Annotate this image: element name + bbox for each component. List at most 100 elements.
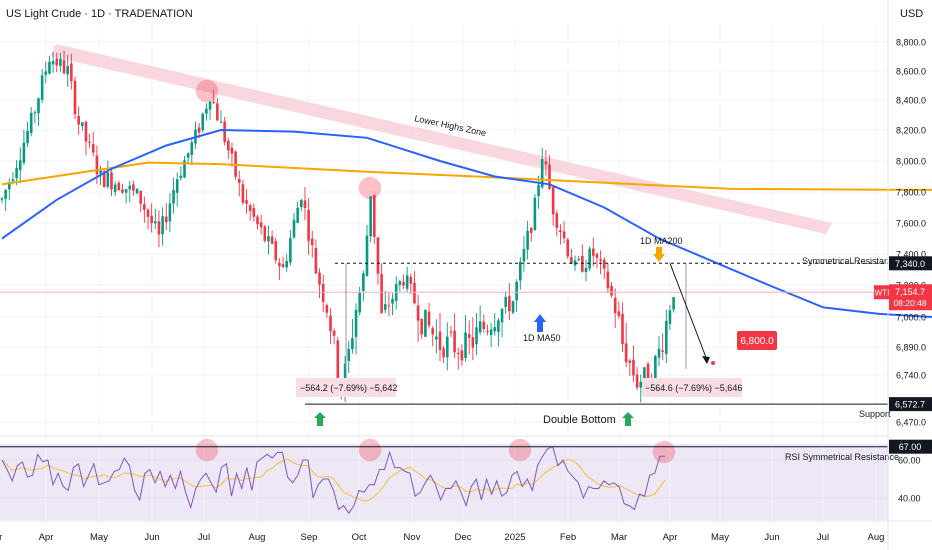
candle-body [639, 381, 643, 388]
candle-body [599, 259, 602, 261]
candle-body [329, 315, 332, 332]
rsi-line [1, 446, 665, 515]
candle-body [216, 103, 219, 121]
candle-body [358, 292, 361, 313]
candle-body [592, 248, 595, 256]
candle-body [442, 348, 445, 358]
candle-body [113, 184, 117, 193]
candle-body [270, 236, 274, 244]
time-tick-label: Jul [817, 532, 829, 543]
candle-body [321, 283, 325, 303]
candle-body [245, 200, 248, 204]
candle-body [59, 58, 62, 66]
candle-body [106, 172, 110, 187]
candle-body [398, 281, 402, 286]
annotations-layer: −564.2 (−7.69%) −5,642 −564.6 (−7.69%) −5… [0, 79, 899, 464]
candle-body [537, 184, 540, 196]
chart-title: US Light Crude · 1D · TRADENATION [6, 8, 193, 20]
candle-body [4, 189, 7, 199]
candle-body [632, 359, 635, 376]
rsi-tick-label: 60.00 [898, 456, 921, 466]
candle-body [427, 311, 431, 326]
candle-body [0, 198, 4, 200]
candle-body [617, 311, 621, 317]
candle-body [310, 238, 314, 246]
time-tick-label: Sep [301, 532, 318, 543]
candle-body [420, 318, 424, 335]
candle-body [624, 343, 628, 363]
candle-body [610, 285, 613, 296]
candle-body [99, 169, 102, 174]
lower-highs-zone [50, 44, 832, 234]
rsi-moving-average [1, 458, 666, 502]
candle-body [289, 238, 292, 263]
candle-body [588, 248, 591, 269]
candle-body [351, 338, 354, 350]
symmetrical-resistance-label: Symmetrical Resistance [802, 256, 899, 266]
candle-body [121, 189, 124, 193]
highlight-circle [358, 438, 382, 462]
candle-body [453, 330, 456, 353]
target-dot [711, 361, 715, 365]
candle-body [526, 230, 529, 250]
candle-body [519, 262, 522, 281]
target-badge [737, 331, 777, 350]
candle-body [511, 301, 515, 313]
candle-body [508, 296, 511, 312]
price-tag-symbol-bg [874, 285, 890, 300]
candle-body [201, 113, 205, 131]
time-tick-label: Jun [764, 532, 779, 543]
candle-body [672, 297, 675, 310]
double-bottom-label: Double Bottom [543, 414, 616, 426]
candle-body [164, 216, 168, 223]
candle-body [522, 248, 526, 262]
candle-body [51, 61, 55, 65]
highlight-circle [195, 79, 219, 103]
candle-body [252, 208, 256, 217]
candle-body [613, 297, 617, 314]
candle-body [256, 216, 259, 225]
candle-body [570, 257, 573, 264]
candle-body [387, 305, 391, 307]
candle-body [464, 332, 467, 358]
candle-body [281, 264, 285, 268]
candle-body [300, 200, 303, 208]
time-tick-label: Aug [868, 532, 885, 543]
candle-body [435, 336, 438, 340]
candle-body [551, 187, 555, 215]
candle-body [161, 216, 164, 235]
candle-body [318, 272, 321, 285]
candle-body [373, 194, 376, 237]
price-tag-countdown: 08:20:48 [893, 298, 926, 308]
measure-box-left [296, 378, 396, 397]
measure-box-right [642, 378, 742, 397]
candle-body [595, 253, 599, 258]
candle-body [278, 263, 281, 267]
rsi-resistance-label: RSI Symmetrical Resistance [785, 452, 899, 462]
ma200-label: 1D MA200 [640, 236, 683, 246]
time-tick-label: Apr [663, 532, 678, 543]
candle-body [15, 167, 18, 179]
candle-body [409, 276, 413, 284]
price-tick-label: 8,400.0 [896, 96, 926, 106]
candle-body [628, 360, 632, 363]
candle-body [621, 313, 624, 345]
candle-body [274, 241, 278, 261]
ma200-line [1, 161, 932, 191]
time-tick-label: Aug [249, 532, 266, 543]
price-tick-label: 6,470.0 [896, 418, 926, 428]
candle-body [559, 230, 562, 232]
candle-body [478, 321, 482, 333]
rsi-tick-label: 40.00 [898, 494, 921, 504]
price-tick-label: 8,200.0 [896, 126, 926, 136]
time-tick-label: Jun [144, 532, 159, 543]
candle-body [124, 189, 128, 193]
candle-body [55, 58, 59, 66]
candle-body [208, 101, 212, 110]
candle-body [668, 310, 672, 324]
candle-body [493, 327, 497, 332]
candle-body [33, 112, 37, 114]
candle-body [581, 255, 584, 272]
highlight-circle [652, 440, 676, 464]
candle-body [362, 273, 365, 292]
